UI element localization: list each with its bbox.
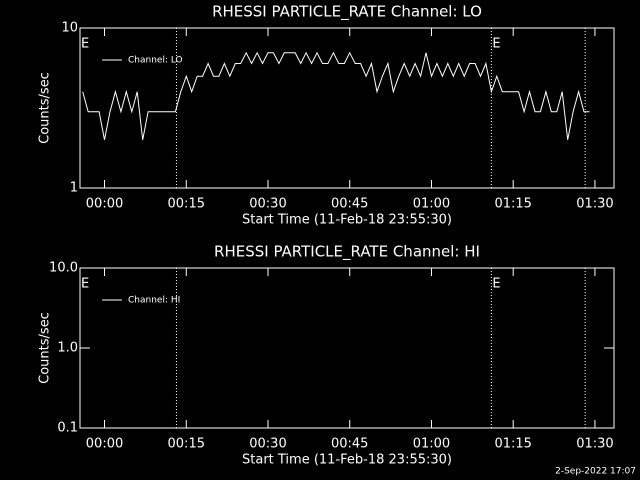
x-tick-label: 00:30 (249, 437, 286, 452)
legend-label: Channel: LO (128, 56, 183, 66)
y-axis-label: Counts/sec (38, 72, 53, 144)
chart-title: RHESSI PARTICLE_RATE Channel: LO (212, 3, 482, 22)
x-tick-label: 01:30 (576, 437, 613, 452)
x-tick-label: 00:00 (86, 437, 123, 452)
y-tick-label: 1.0 (57, 341, 78, 356)
y-tick-label: 0.1 (57, 421, 78, 436)
y-tick-label: 10 (61, 21, 78, 36)
annotation: E (81, 37, 89, 52)
annotation: E (492, 277, 500, 292)
x-tick-label: 01:30 (576, 197, 613, 212)
x-axis-label: Start Time (11-Feb-18 23:55:30) (242, 453, 452, 468)
data-line (82, 51, 590, 140)
plot-frame (79, 267, 615, 429)
x-tick-label: 01:00 (413, 437, 450, 452)
annotation: E (492, 37, 500, 52)
x-tick-label: 00:00 (86, 197, 123, 212)
x-tick-label: 00:15 (168, 437, 205, 452)
x-tick-label: 00:15 (168, 197, 205, 212)
annotation: E (81, 277, 89, 292)
y-axis-label: Counts/sec (38, 312, 53, 384)
y-tick-label: 1 (70, 181, 78, 196)
chart-title: RHESSI PARTICLE_RATE Channel: HI (214, 243, 480, 262)
y-tick-label: 10.0 (49, 261, 78, 276)
x-tick-label: 01:15 (494, 197, 531, 212)
x-tick-label: 00:45 (331, 197, 368, 212)
x-tick-label: 00:30 (249, 197, 286, 212)
x-axis-label: Start Time (11-Feb-18 23:55:30) (242, 213, 452, 228)
legend-label: Channel: HI (128, 296, 180, 306)
plot-frame (79, 27, 615, 189)
x-tick-label: 00:45 (331, 437, 368, 452)
footer: 2-Sep-2022 17:07 (555, 467, 636, 477)
x-tick-label: 01:00 (413, 197, 450, 212)
x-tick-label: 01:15 (494, 437, 531, 452)
